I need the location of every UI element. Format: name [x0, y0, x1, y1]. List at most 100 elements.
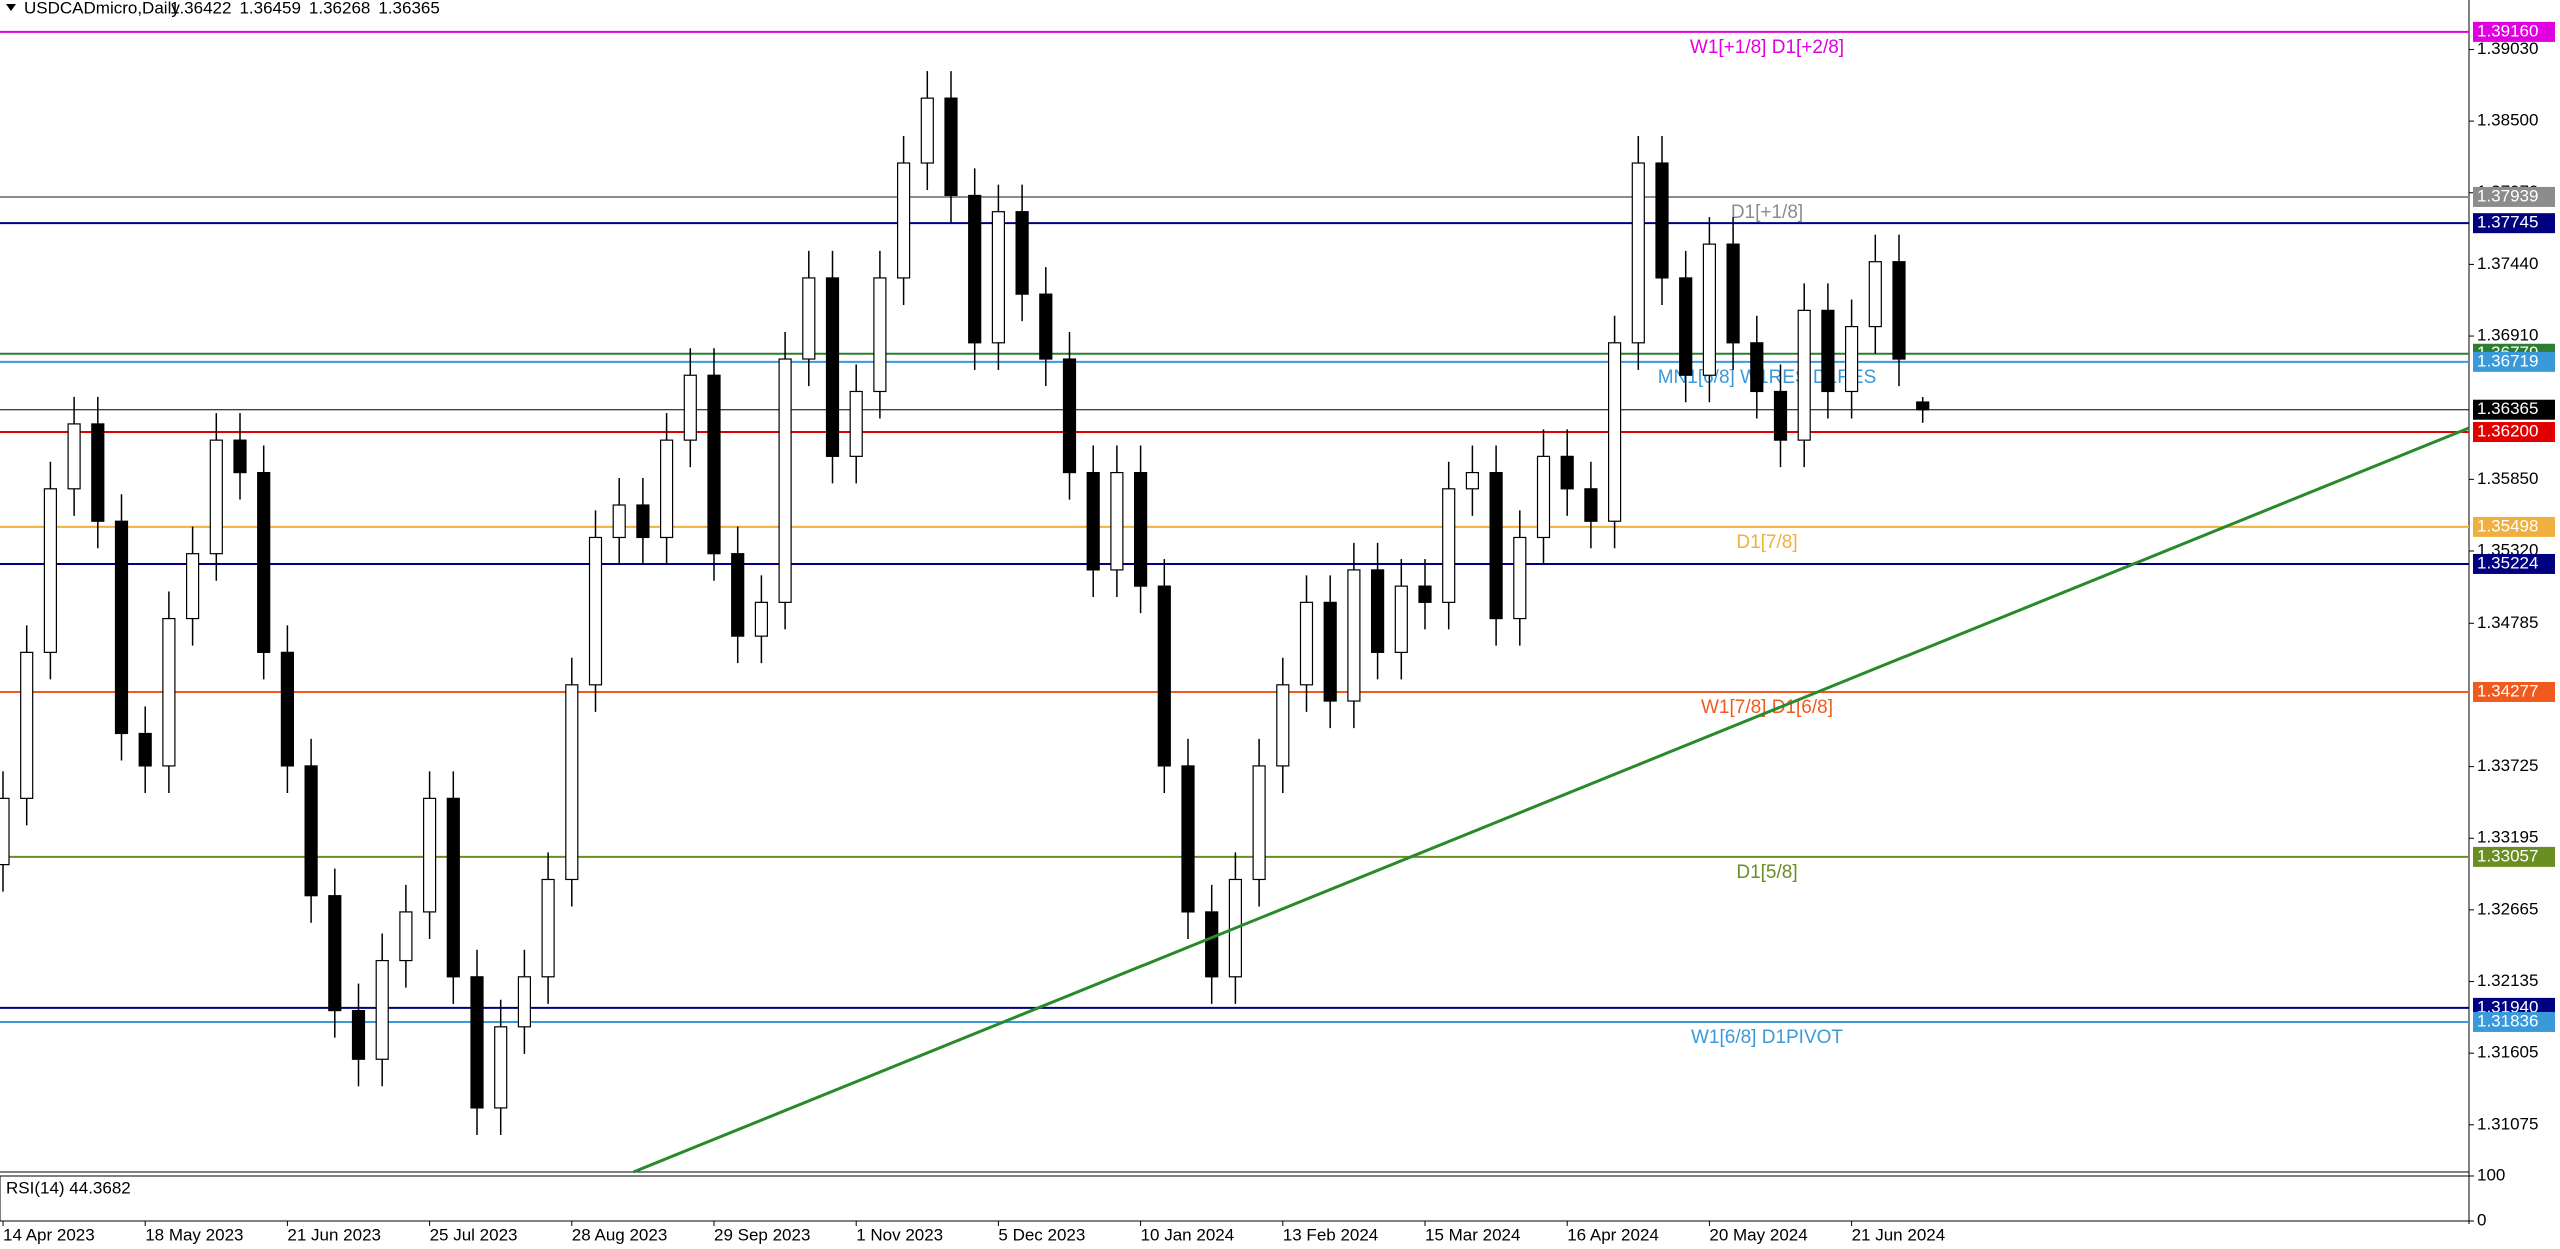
candle-body: [1655, 162, 1669, 279]
price-label: 1.35224: [2477, 553, 2538, 572]
candle-body: [1015, 211, 1029, 295]
candle-body: [1702, 243, 1717, 376]
price-label: 1.36365: [2477, 399, 2538, 418]
candle-body: [494, 1026, 508, 1109]
y-tick-label: 1.31075: [2477, 1114, 2538, 1133]
x-tick-label: 16 Apr 2024: [1567, 1225, 1659, 1244]
candle-body: [1299, 601, 1314, 686]
price-label-bg: [2473, 1011, 2555, 1032]
candle-body: [849, 390, 863, 457]
x-tick-label: 5 Dec 2023: [998, 1225, 1085, 1244]
candle-body: [1868, 261, 1882, 328]
price-label-bg: [2473, 516, 2555, 537]
candle-body: [1513, 536, 1527, 620]
rsi-tick-label: 100: [2477, 1165, 2505, 1184]
candle-body: [873, 277, 887, 393]
candle-body: [470, 976, 484, 1109]
candle-body: [1062, 358, 1077, 474]
candle-body: [1916, 401, 1930, 411]
candle-body: [1086, 471, 1100, 571]
price-label: 1.31940: [2477, 997, 2538, 1016]
price-label-bg: [2473, 553, 2555, 574]
rsi-panel: [0, 1175, 2470, 1222]
trendline: [632, 426, 2470, 1174]
candle-body: [162, 617, 176, 767]
candle-body: [1844, 325, 1859, 393]
candle-body: [1797, 309, 1811, 441]
candle-body: [1536, 455, 1551, 539]
candle-body: [707, 374, 721, 555]
level-name: D1[5/8]: [1736, 862, 1797, 883]
x-tick-label: 1 Nov 2023: [856, 1225, 943, 1244]
price-label-bg: [2473, 351, 2555, 372]
candle-body: [1205, 911, 1219, 978]
x-tick-label: 14 Apr 2023: [3, 1225, 95, 1244]
candle-body: [1370, 569, 1385, 653]
price-label: 1.37939: [2477, 186, 2538, 205]
y-tick-label: 1.38500: [2477, 111, 2538, 130]
candle-body: [375, 959, 389, 1060]
price-label: 1.31836: [2477, 1011, 2538, 1030]
candle-body: [43, 488, 58, 653]
x-tick-label: 25 Jul 2023: [430, 1225, 518, 1244]
candle-body: [67, 423, 81, 490]
candle-body: [778, 358, 792, 603]
candle-body: [304, 765, 318, 897]
y-tick-label: 1.32135: [2477, 971, 2538, 990]
candle-body: [209, 439, 223, 555]
rsi-tick-label: 0: [2477, 1210, 2486, 1229]
candle-body: [257, 471, 271, 653]
y-tick-label: 1.32665: [2477, 899, 2538, 918]
candle-body: [0, 797, 10, 866]
x-tick-label: 28 Aug 2023: [572, 1225, 667, 1244]
price-label: 1.33057: [2477, 846, 2538, 865]
menu-triangle[interactable]: [6, 4, 16, 11]
y-tick-label: 1.37440: [2477, 254, 2538, 273]
candle-body: [423, 797, 437, 913]
candle-body: [399, 911, 413, 962]
candle-body: [1323, 601, 1337, 702]
price-label-bg: [2473, 213, 2555, 234]
candle-body: [1039, 293, 1053, 360]
rsi-title: RSI(14) 44.3682: [6, 1178, 131, 1197]
x-tick-label: 21 Jun 2023: [287, 1225, 381, 1244]
candle-body: [1584, 488, 1598, 522]
candle-body: [1489, 471, 1503, 620]
candle-body: [1679, 277, 1693, 376]
price-label: 1.36200: [2477, 422, 2538, 441]
candle-body: [446, 797, 460, 978]
candle-body: [1181, 765, 1195, 913]
y-tick-label: 1.35850: [2477, 469, 2538, 488]
level-name: W1[7/8] D1[6/8]: [1701, 697, 1833, 718]
candle-body: [1726, 243, 1740, 344]
candle-body: [91, 423, 105, 522]
candle-body: [1892, 261, 1906, 360]
candle-body: [1252, 765, 1266, 881]
candle-body: [659, 439, 674, 539]
candle-body: [1110, 471, 1124, 571]
level-name: D1[7/8]: [1736, 532, 1797, 553]
header-value: 1.36268: [309, 0, 370, 17]
header-value: 1.36459: [239, 0, 300, 17]
candle-body: [351, 1009, 366, 1060]
level-name: W1[+1/8] D1[+2/8]: [1690, 37, 1844, 58]
x-tick-label: 20 May 2024: [1709, 1225, 1807, 1244]
candle-body: [683, 374, 697, 441]
candle-body: [754, 601, 769, 637]
candle-body: [991, 211, 1006, 344]
y-tick-label: 1.31605: [2477, 1043, 2538, 1062]
y-tick-label: 1.34785: [2477, 613, 2538, 632]
candle-body: [1773, 390, 1788, 441]
candle-body: [1607, 342, 1622, 522]
price-label-bg: [2473, 681, 2555, 702]
candle-body: [20, 651, 34, 799]
y-tick-label: 1.33725: [2477, 756, 2538, 775]
candle-body: [280, 651, 294, 767]
x-tick-label: 15 Mar 2024: [1425, 1225, 1520, 1244]
x-tick-label: 21 Jun 2024: [1852, 1225, 1946, 1244]
chart-title: USDCADmicro,Daily: [24, 0, 180, 17]
candle-body: [517, 976, 532, 1028]
candle-body: [1631, 162, 1645, 344]
candle-body: [612, 504, 626, 539]
